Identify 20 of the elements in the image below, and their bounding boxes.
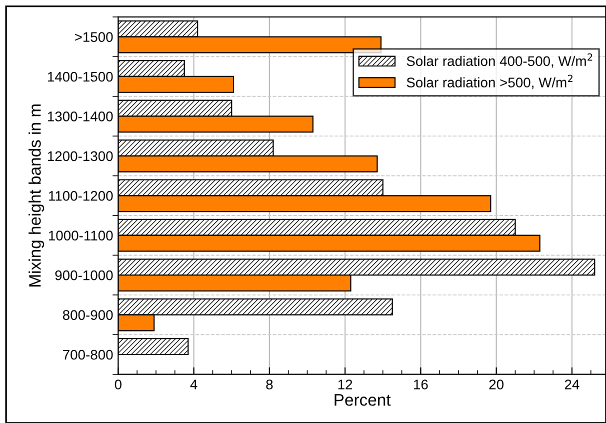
x-tick-label: 16 — [414, 380, 428, 390]
y-tick-label: 700-800 — [63, 350, 113, 360]
x-tick-label: 12 — [338, 380, 352, 390]
x-tick-label: 8 — [266, 380, 273, 390]
y-tick-label: 1200-1300 — [48, 151, 113, 162]
legend-label: Solar radiation 400-500, W/m$^{2}$ — [406, 53, 592, 68]
y-tick-label: 1000-1100 — [48, 230, 113, 241]
x-tick-label: 4 — [190, 380, 198, 390]
y-tick-label: 1100-1200 — [48, 190, 113, 201]
y-tick-label: 900-1000 — [55, 270, 113, 280]
x-tick-label: 24 — [564, 380, 580, 390]
y-tick-label: 1300-1400 — [48, 112, 113, 122]
y-tick-label: 800-900 — [62, 310, 113, 320]
y-axis-title: Mixing height bands in m — [28, 104, 44, 286]
x-axis-title: Percent — [334, 394, 391, 406]
x-tick-label: 20 — [489, 380, 504, 390]
legend-label: Solar radiation >500, W/m$^{2}$ — [406, 74, 572, 90]
y-tick-label: >1500 — [74, 32, 113, 42]
x-tick-label: 0 — [114, 380, 122, 390]
y-tick-label: 1400-1500 — [48, 72, 113, 82]
